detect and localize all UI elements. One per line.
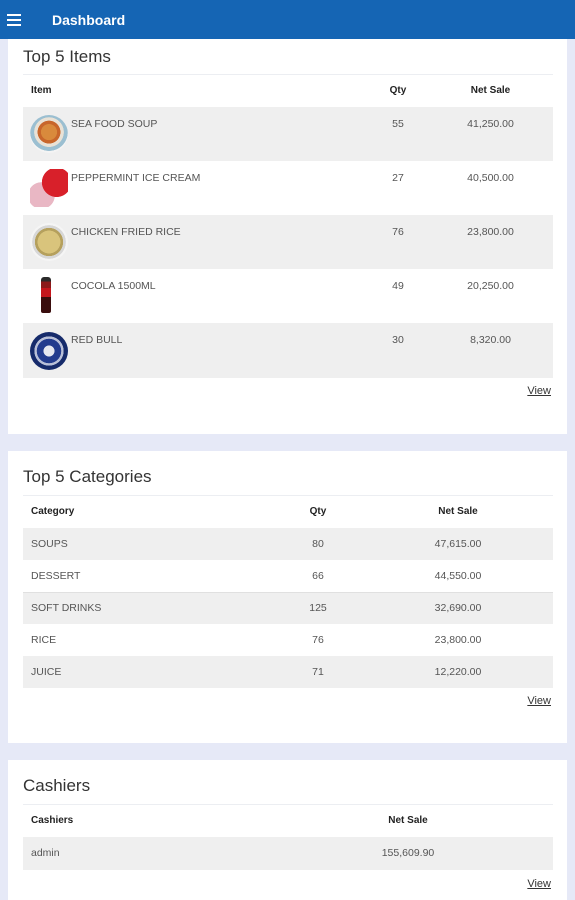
category-name: SOUPS <box>31 538 68 550</box>
column-header-qty: Qty <box>389 85 407 96</box>
column-header-net-sale: Net Sale <box>470 85 511 96</box>
top-categories-card: Top 5 Categories Category Qty Net Sale S… <box>8 451 567 743</box>
top-categories-table: Category Qty Net Sale SOUPS 80 47,615.00… <box>23 495 553 688</box>
cashiers-view-link[interactable]: View <box>527 878 551 890</box>
table-row[interactable]: SOFT DRINKS 125 32,690.00 <box>23 592 553 624</box>
table-row[interactable]: RED BULL 30 8,320.00 <box>23 323 553 378</box>
top-categories-view-link[interactable]: View <box>527 695 551 707</box>
item-net-sale: 8,320.00 <box>470 334 511 346</box>
column-header-item: Item <box>31 85 52 96</box>
hamburger-menu-icon[interactable] <box>7 13 21 26</box>
ice-cream-thumbnail <box>30 169 68 207</box>
top-items-table: Item Qty Net Sale SEA FOOD SOUP 55 41,25… <box>23 74 553 379</box>
table-row[interactable]: SEA FOOD SOUP 55 41,250.00 <box>23 107 553 161</box>
soup-bowl-thumbnail <box>30 115 68 153</box>
cashier-net-sale: 155,609.90 <box>381 847 435 859</box>
item-name: CHICKEN FRIED RICE <box>71 226 181 238</box>
item-name: PEPPERMINT ICE CREAM <box>71 172 201 184</box>
category-net-sale: 12,220.00 <box>434 666 482 678</box>
category-name: SOFT DRINKS <box>31 602 102 614</box>
item-net-sale: 40,500.00 <box>467 172 514 184</box>
item-qty: 49 <box>392 280 404 292</box>
category-qty: 76 <box>312 634 324 646</box>
item-net-sale: 20,250.00 <box>467 280 514 292</box>
item-name: RED BULL <box>71 334 123 346</box>
item-qty: 55 <box>392 118 404 130</box>
top-items-card: Top 5 Items Item Qty Net Sale SEA FOOD S… <box>8 39 567 434</box>
table-row[interactable]: COCOLA 1500ML 49 20,250.00 <box>23 269 553 323</box>
column-header-qty: Qty <box>309 506 327 517</box>
item-qty: 27 <box>392 172 404 184</box>
item-net-sale: 41,250.00 <box>467 118 514 130</box>
cashiers-card: Cashiers Cashiers Net Sale admin 155,609… <box>8 760 567 900</box>
top-categories-title: Top 5 Categories <box>23 467 152 486</box>
top-items-view-link[interactable]: View <box>527 385 551 397</box>
category-net-sale: 23,800.00 <box>434 634 482 646</box>
category-qty: 71 <box>312 666 324 678</box>
category-net-sale: 32,690.00 <box>434 602 482 614</box>
table-row[interactable]: DESSERT 66 44,550.00 <box>23 560 553 592</box>
category-name: RICE <box>31 634 57 646</box>
table-row[interactable]: admin 155,609.90 <box>23 837 553 870</box>
table-row[interactable]: PEPPERMINT ICE CREAM 27 40,500.00 <box>23 161 553 215</box>
red-bull-can-thumbnail <box>30 332 68 370</box>
fried-rice-thumbnail <box>30 223 68 261</box>
top-app-bar: Dashboard <box>0 0 575 39</box>
category-qty: 66 <box>312 570 324 582</box>
item-name: COCOLA 1500ML <box>71 280 156 292</box>
column-header-category: Category <box>31 506 75 517</box>
category-qty: 125 <box>309 602 327 614</box>
column-header-net-sale: Net Sale <box>388 815 428 826</box>
category-net-sale: 47,615.00 <box>434 538 482 550</box>
category-qty: 80 <box>312 538 324 550</box>
category-name: JUICE <box>31 666 62 678</box>
cashier-name: admin <box>31 847 60 859</box>
category-net-sale: 44,550.00 <box>434 570 482 582</box>
item-net-sale: 23,800.00 <box>467 226 514 238</box>
column-header-cashier: Cashiers <box>31 815 74 826</box>
category-name: DESSERT <box>31 570 81 582</box>
table-row[interactable]: RICE 76 23,800.00 <box>23 624 553 656</box>
cola-bottle-thumbnail <box>30 277 54 315</box>
cashiers-title: Cashiers <box>23 776 91 795</box>
app-title: Dashboard <box>52 11 126 28</box>
table-row[interactable]: CHICKEN FRIED RICE 76 23,800.00 <box>23 215 553 269</box>
table-row[interactable]: JUICE 71 12,220.00 <box>23 656 553 688</box>
cashiers-table: Cashiers Net Sale admin 155,609.90 <box>23 804 553 870</box>
column-header-net-sale: Net Sale <box>438 506 478 517</box>
item-qty: 76 <box>392 226 404 238</box>
table-row[interactable]: SOUPS 80 47,615.00 <box>23 528 553 560</box>
item-name: SEA FOOD SOUP <box>71 118 158 130</box>
item-qty: 30 <box>392 334 404 346</box>
top-items-title: Top 5 Items <box>23 47 111 66</box>
